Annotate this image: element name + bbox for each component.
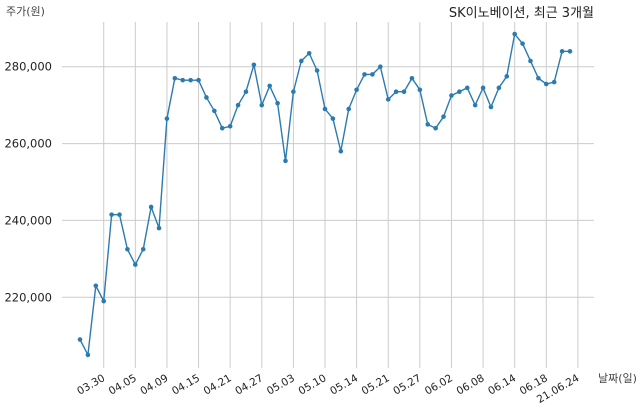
data-point bbox=[512, 31, 517, 37]
data-point bbox=[117, 212, 122, 217]
grid bbox=[62, 22, 594, 368]
data-point bbox=[291, 89, 296, 94]
data-point bbox=[156, 225, 162, 231]
data-point bbox=[338, 148, 344, 154]
x-tick-label: 04.27 bbox=[233, 372, 265, 397]
data-point bbox=[322, 106, 328, 112]
data-point bbox=[433, 125, 438, 131]
x-tick-label: 04.21 bbox=[202, 372, 234, 397]
data-point bbox=[140, 246, 146, 252]
data-point bbox=[393, 89, 399, 94]
data-point bbox=[472, 102, 478, 108]
data-point bbox=[480, 85, 486, 91]
data-point bbox=[425, 122, 431, 127]
x-tick-label: 05.14 bbox=[328, 372, 360, 398]
x-axis-label: 날짜(일) bbox=[598, 371, 637, 385]
data-point bbox=[457, 89, 462, 94]
y-tick-label: 260,000 bbox=[4, 137, 52, 151]
x-tick-label: 05.27 bbox=[391, 372, 423, 397]
data-point bbox=[401, 89, 407, 94]
data-point bbox=[109, 212, 114, 217]
data-point bbox=[378, 64, 383, 70]
x-tick-label: 04.09 bbox=[138, 372, 170, 397]
data-point bbox=[125, 246, 130, 252]
data-point bbox=[417, 87, 423, 93]
data-point bbox=[354, 87, 359, 93]
data-point bbox=[267, 83, 272, 89]
data-point bbox=[101, 298, 107, 304]
data-point bbox=[77, 337, 83, 342]
data-point bbox=[520, 41, 525, 46]
data-point bbox=[212, 108, 217, 114]
data-point bbox=[188, 77, 193, 83]
data-point bbox=[536, 75, 541, 81]
x-tick-label: 04.05 bbox=[107, 372, 139, 397]
data-point bbox=[180, 77, 186, 83]
data-point bbox=[298, 58, 304, 64]
data-point bbox=[204, 95, 209, 100]
data-point bbox=[283, 158, 288, 164]
data-point bbox=[133, 262, 138, 267]
data-point bbox=[251, 62, 257, 68]
data-point bbox=[464, 85, 470, 91]
x-tick-label: 05.03 bbox=[265, 372, 297, 397]
data-point bbox=[227, 123, 233, 129]
y-axis-label: 주가(원) bbox=[6, 5, 45, 18]
data-point bbox=[172, 75, 178, 81]
data-point bbox=[85, 352, 91, 358]
data-point bbox=[551, 79, 557, 85]
data-point bbox=[346, 106, 352, 112]
y-tick-label: 280,000 bbox=[4, 60, 52, 74]
data-point bbox=[559, 49, 565, 54]
data-point bbox=[306, 50, 312, 56]
data-point bbox=[528, 58, 533, 64]
x-tick-label: 06.08 bbox=[455, 372, 487, 397]
data-point bbox=[219, 125, 225, 131]
data-point bbox=[449, 93, 454, 98]
data-point bbox=[504, 74, 510, 79]
data-point bbox=[164, 116, 170, 121]
data-point bbox=[370, 72, 375, 77]
data-point bbox=[93, 283, 99, 289]
chart-title: SK이노베이션, 최근 3개월 bbox=[449, 6, 594, 21]
data-point bbox=[243, 89, 249, 94]
data-point bbox=[496, 85, 502, 91]
y-tick-label: 220,000 bbox=[4, 290, 52, 304]
data-point bbox=[259, 102, 265, 108]
x-tick-labels: 03.30 04.05 04.09 04.15 04.21 04.27 05.03 05.10… bbox=[75, 372, 581, 406]
x-tick-label: 05.21 bbox=[360, 372, 392, 397]
data-point bbox=[567, 49, 573, 54]
data-point bbox=[385, 97, 391, 102]
data-point bbox=[314, 68, 320, 73]
x-tick-label: 06.02 bbox=[423, 372, 455, 397]
data-point bbox=[488, 104, 494, 110]
x-tick-label: 06.14 bbox=[486, 372, 518, 398]
y-tick-label: 240,000 bbox=[4, 213, 52, 227]
data-point bbox=[275, 100, 280, 106]
data-point bbox=[409, 75, 415, 81]
data-point bbox=[441, 114, 446, 119]
y-tick-labels: 220,000 240,000 260,000 280,000 bbox=[4, 60, 52, 305]
x-tick-label: 03.30 bbox=[75, 372, 107, 397]
x-tick-label: 04.15 bbox=[170, 372, 202, 397]
data-point bbox=[235, 102, 241, 108]
x-tick-label: 05.10 bbox=[296, 372, 328, 397]
data-point bbox=[196, 77, 201, 83]
data-point bbox=[148, 204, 154, 210]
data-point bbox=[362, 72, 367, 77]
data-point bbox=[543, 81, 549, 87]
price-line-group bbox=[77, 31, 573, 358]
data-point bbox=[330, 116, 336, 121]
